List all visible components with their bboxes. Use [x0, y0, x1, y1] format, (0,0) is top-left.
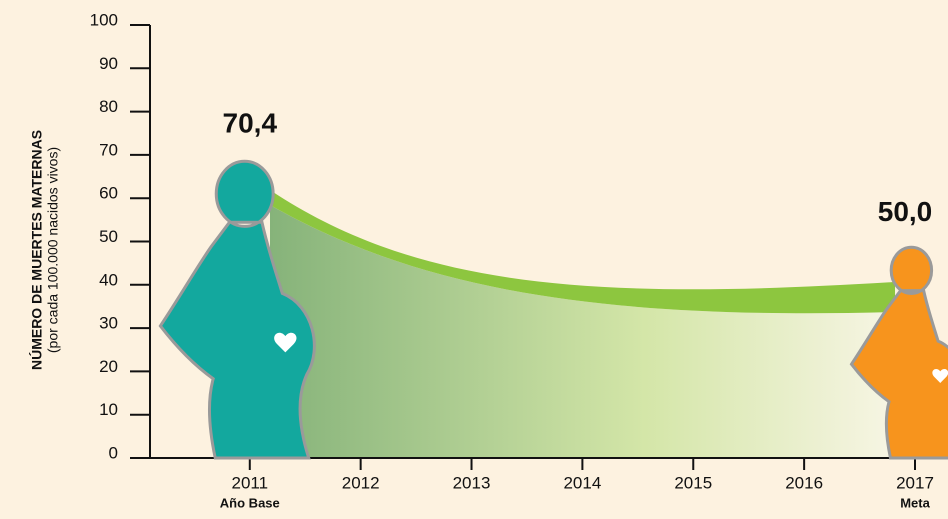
y-tick-label: 90 — [99, 54, 118, 73]
x-tick-label: 2011 — [232, 473, 269, 492]
x-sublabel: Año Base — [220, 495, 280, 510]
y-tick-label: 30 — [99, 314, 118, 333]
x-tick-label: 2013 — [453, 473, 491, 492]
value-label: 50,0 — [878, 196, 933, 227]
y-tick-label: 20 — [99, 357, 118, 376]
y-tick-label: 60 — [99, 184, 118, 203]
y-tick-label: 70 — [99, 140, 118, 159]
heart — [932, 369, 948, 383]
y-tick-label: 80 — [99, 97, 118, 116]
x-tick-label: 2014 — [563, 473, 601, 492]
y-tick-label: 10 — [99, 400, 118, 419]
x-tick-label: 2016 — [785, 473, 823, 492]
silhouette — [849, 245, 948, 460]
y-tick-label: 50 — [99, 227, 118, 246]
heart — [274, 332, 297, 353]
y-axis-title: NÚMERO DE MUERTES MATERNAS — [28, 130, 45, 370]
x-tick-label: 2015 — [674, 473, 712, 492]
y-tick-label: 0 — [109, 443, 118, 462]
x-tick-label: 2012 — [342, 473, 380, 492]
x-sublabel: Meta — [900, 495, 930, 510]
y-tick-label: 100 — [90, 10, 118, 29]
figure — [158, 159, 316, 460]
y-axis-subtitle: (por cada 100.000 nacidos vivos) — [45, 147, 61, 353]
trend-ribbon — [270, 190, 895, 314]
x-tick-label: 2017 — [896, 473, 934, 492]
silhouette — [158, 159, 316, 460]
y-tick-label: 40 — [99, 270, 118, 289]
trend-area — [270, 205, 895, 458]
value-label: 70,4 — [223, 108, 278, 139]
figure — [849, 245, 948, 460]
